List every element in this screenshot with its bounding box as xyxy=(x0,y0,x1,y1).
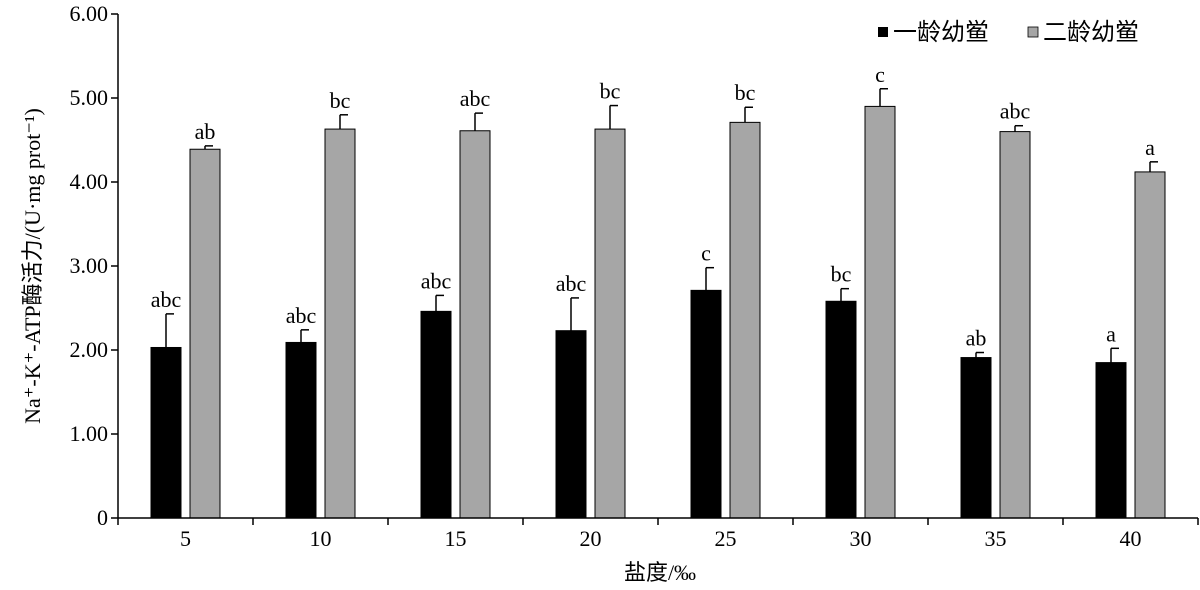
significance-label-series-2: c xyxy=(875,62,885,87)
y-tick-label: 5.00 xyxy=(70,85,109,110)
bar-series-2 xyxy=(189,148,221,519)
x-tick-label: 20 xyxy=(580,526,602,551)
bar-series-2 xyxy=(999,131,1031,519)
bars-layer xyxy=(150,105,1166,519)
legend: 一龄幼鲎 二龄幼鲎 xyxy=(878,19,1139,46)
y-tick-label: 2.00 xyxy=(70,337,109,362)
legend-label-series-2: 二龄幼鲎 xyxy=(1043,19,1139,46)
x-tick-label: 10 xyxy=(310,526,332,551)
y-tick-label: 6.00 xyxy=(70,1,109,26)
x-tick-label: 15 xyxy=(445,526,467,551)
significance-label-series-1: abc xyxy=(421,268,452,293)
bar-series-2 xyxy=(324,128,356,519)
significance-label-series-2: ab xyxy=(195,119,216,144)
x-tick-label: 40 xyxy=(1120,526,1142,551)
axes-layer xyxy=(117,14,1198,519)
bar-series-1 xyxy=(150,346,182,519)
bar-series-2 xyxy=(864,105,896,519)
y-axis-label: Na⁺-K⁺-ATP酶活力/(U·mg prot⁻¹) xyxy=(20,108,45,424)
significance-label-series-2: bc xyxy=(735,80,756,105)
significance-label-series-2: a xyxy=(1145,135,1155,160)
y-tick-label: 4.00 xyxy=(70,169,109,194)
bar-series-2 xyxy=(459,130,491,519)
significance-label-series-2: abc xyxy=(460,86,491,111)
significance-label-series-2: bc xyxy=(600,79,621,104)
x-tick-label: 25 xyxy=(715,526,737,551)
significance-label-series-1: abc xyxy=(151,287,182,312)
error-bars-layer xyxy=(165,88,1158,363)
bar-series-2 xyxy=(729,121,761,519)
bar-series-1 xyxy=(960,357,992,519)
y-tick-label: 3.00 xyxy=(70,253,109,278)
x-tick-label: 30 xyxy=(850,526,872,551)
legend-label-series-1: 一龄幼鲎 xyxy=(893,19,989,46)
x-ticks-layer: 5 10 15 20 25 30 35 40 xyxy=(117,518,1199,551)
bar-series-1 xyxy=(690,289,722,519)
bar-series-1 xyxy=(1095,362,1127,519)
x-tick-label: 35 xyxy=(985,526,1007,551)
y-tick-label: 1.00 xyxy=(70,421,109,446)
significance-label-series-1: bc xyxy=(831,262,852,287)
significance-label-series-1: abc xyxy=(286,303,317,328)
bar-series-1 xyxy=(825,300,857,519)
significance-label-series-2: abc xyxy=(1000,99,1031,124)
bar-series-1 xyxy=(285,341,317,519)
legend-swatch-series-2 xyxy=(1027,26,1039,38)
x-axis-label: 盐度/‰ xyxy=(624,560,696,585)
significance-labels-layer: abc ab abc bc abc abc abc bc c bc bc c ab abc a a xyxy=(151,62,1155,351)
bar-series-2 xyxy=(594,128,626,519)
significance-label-series-1: c xyxy=(701,241,711,266)
significance-label-series-1: a xyxy=(1106,321,1116,346)
x-tick-label: 5 xyxy=(180,526,191,551)
y-ticks-layer: 0 1.00 2.00 3.00 4.00 5.00 6.00 xyxy=(70,1,118,530)
legend-swatch-series-1 xyxy=(878,27,888,37)
significance-label-series-1: abc xyxy=(556,271,587,296)
bar-series-2 xyxy=(1134,171,1166,519)
bar-series-1 xyxy=(555,330,587,519)
significance-label-series-2: bc xyxy=(330,88,351,113)
significance-label-series-1: ab xyxy=(966,326,987,351)
y-tick-label: 0 xyxy=(97,505,108,530)
bar-series-1 xyxy=(420,310,452,519)
